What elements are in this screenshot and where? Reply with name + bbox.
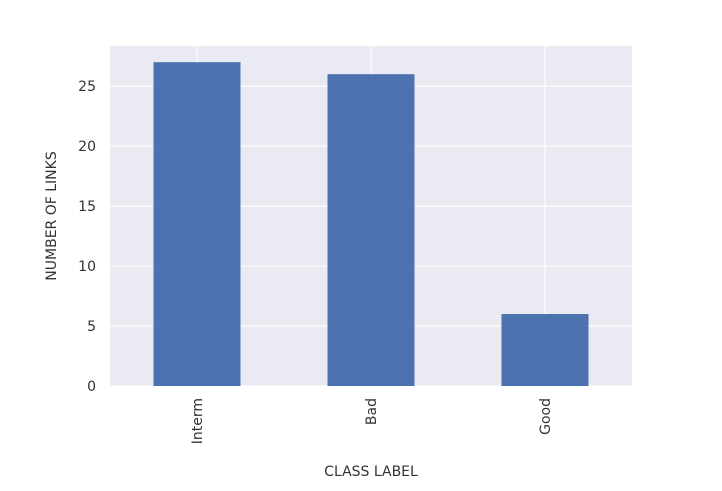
bar-good <box>501 314 589 386</box>
bar-bad <box>327 74 415 387</box>
y-tick-label: 0 <box>87 379 96 395</box>
y-tick-label: 5 <box>87 319 96 335</box>
y-tick-labels: 0 5 10 15 20 25 <box>78 79 96 395</box>
y-tick-label: 20 <box>78 139 96 155</box>
y-tick-label: 15 <box>78 199 96 215</box>
x-tick-label: Good <box>538 398 554 435</box>
x-axis-label: CLASS LABEL <box>324 464 418 480</box>
x-tick-label: Interm <box>190 398 206 444</box>
y-axis-label: NUMBER OF LINKS <box>44 151 60 281</box>
x-tick-labels: Interm Bad Good <box>190 398 554 444</box>
y-tick-label: 25 <box>78 79 96 95</box>
bars <box>153 62 589 387</box>
y-tick-label: 10 <box>78 259 96 275</box>
bar-interm <box>153 62 241 386</box>
x-tick-label: Bad <box>364 398 380 425</box>
